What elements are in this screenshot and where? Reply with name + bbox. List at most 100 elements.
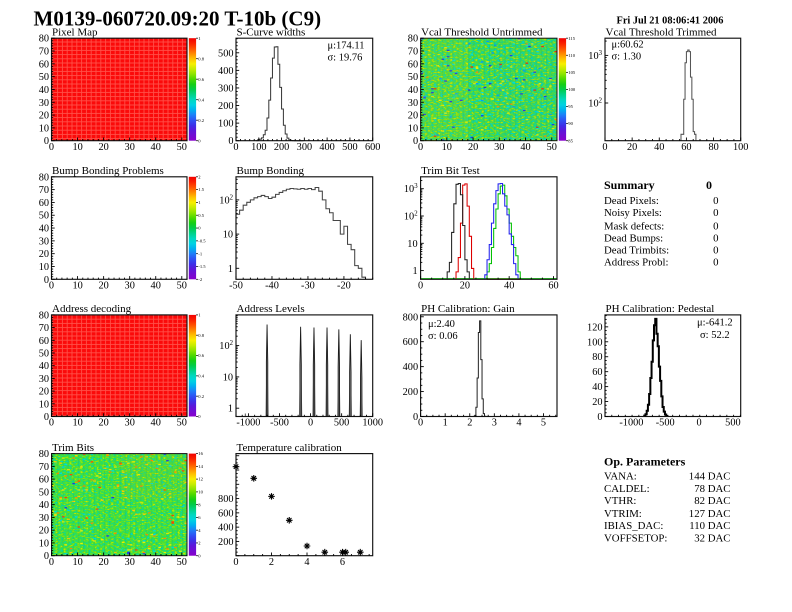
svg-text:σ: 52.2: σ: 52.2 bbox=[700, 330, 730, 341]
svg-text:30: 30 bbox=[125, 281, 135, 292]
svg-text:127 DAC: 127 DAC bbox=[689, 508, 731, 520]
svg-text:20: 20 bbox=[39, 526, 49, 537]
svg-text:30: 30 bbox=[39, 374, 49, 385]
svg-text:800: 800 bbox=[218, 494, 233, 505]
svg-text:0: 0 bbox=[198, 414, 201, 419]
svg-text:20: 20 bbox=[39, 249, 49, 260]
svg-text:10: 10 bbox=[407, 239, 417, 250]
svg-text:40: 40 bbox=[151, 142, 161, 153]
svg-text:-1: -1 bbox=[198, 251, 203, 256]
svg-text:50: 50 bbox=[177, 557, 187, 568]
svg-text:30: 30 bbox=[39, 236, 49, 247]
svg-text:1: 1 bbox=[412, 266, 417, 277]
svg-text:78 DAC: 78 DAC bbox=[694, 483, 730, 495]
svg-text:30: 30 bbox=[408, 98, 418, 109]
svg-text:400: 400 bbox=[218, 523, 233, 534]
svg-text:0: 0 bbox=[713, 195, 718, 207]
svg-text:Noisy Pixels:: Noisy Pixels: bbox=[604, 207, 662, 219]
svg-text:10: 10 bbox=[39, 399, 49, 410]
svg-text:μ:-641.2: μ:-641.2 bbox=[697, 318, 733, 329]
svg-text:σ: 0.06: σ: 0.06 bbox=[428, 331, 458, 342]
svg-text:20: 20 bbox=[98, 418, 108, 429]
svg-text:400: 400 bbox=[218, 66, 233, 77]
svg-text:80: 80 bbox=[39, 172, 49, 183]
svg-text:2: 2 bbox=[198, 174, 201, 179]
svg-text:Address Levels: Address Levels bbox=[237, 303, 305, 315]
svg-text:60: 60 bbox=[39, 475, 49, 486]
svg-text:60: 60 bbox=[408, 59, 418, 70]
svg-text:2: 2 bbox=[198, 541, 201, 546]
svg-text:300: 300 bbox=[218, 84, 233, 95]
svg-text:20: 20 bbox=[39, 111, 49, 122]
svg-text:80: 80 bbox=[408, 34, 418, 45]
svg-text:0: 0 bbox=[233, 557, 238, 568]
svg-text:40: 40 bbox=[151, 418, 161, 429]
svg-text:40: 40 bbox=[39, 224, 49, 235]
svg-text:200: 200 bbox=[403, 387, 418, 398]
svg-text:100: 100 bbox=[218, 119, 233, 130]
svg-text:600: 600 bbox=[365, 142, 380, 153]
svg-text:0.6: 0.6 bbox=[198, 353, 204, 358]
svg-text:0: 0 bbox=[713, 233, 718, 245]
svg-text:-2: -2 bbox=[198, 277, 203, 282]
svg-text:10: 10 bbox=[39, 123, 49, 134]
svg-text:30: 30 bbox=[39, 513, 49, 524]
svg-text:120: 120 bbox=[587, 322, 602, 333]
svg-text:50: 50 bbox=[39, 349, 49, 360]
svg-text:70: 70 bbox=[39, 185, 49, 196]
svg-text:80: 80 bbox=[592, 352, 602, 363]
svg-text:0: 0 bbox=[597, 412, 602, 423]
svg-text:0: 0 bbox=[198, 138, 201, 143]
svg-text:10: 10 bbox=[223, 230, 233, 241]
svg-text:60: 60 bbox=[39, 59, 49, 70]
svg-text:0.8: 0.8 bbox=[198, 333, 204, 338]
svg-text:50: 50 bbox=[39, 72, 49, 83]
svg-text:8: 8 bbox=[198, 502, 201, 507]
svg-text:σ: 19.76: σ: 19.76 bbox=[328, 53, 363, 64]
svg-text:0.8: 0.8 bbox=[198, 56, 204, 61]
svg-text:80: 80 bbox=[39, 310, 49, 321]
svg-text:70: 70 bbox=[39, 462, 49, 473]
svg-text:95: 95 bbox=[568, 104, 573, 109]
svg-text:Trim Bit Test: Trim Bit Test bbox=[421, 165, 480, 177]
svg-text:300: 300 bbox=[297, 142, 312, 153]
svg-text:50: 50 bbox=[408, 72, 418, 83]
svg-text:0: 0 bbox=[44, 136, 49, 147]
svg-text:200: 200 bbox=[218, 101, 233, 112]
svg-text:40: 40 bbox=[151, 557, 161, 568]
svg-text:14: 14 bbox=[198, 464, 203, 469]
svg-text:20: 20 bbox=[460, 281, 470, 292]
svg-text:-0.5: -0.5 bbox=[198, 239, 206, 244]
svg-text:2: 2 bbox=[467, 418, 472, 429]
svg-text:200: 200 bbox=[274, 142, 289, 153]
svg-text:40: 40 bbox=[39, 85, 49, 96]
svg-text:0: 0 bbox=[44, 412, 49, 423]
svg-text:Op. Parameters: Op. Parameters bbox=[604, 455, 686, 469]
svg-text:30: 30 bbox=[39, 98, 49, 109]
svg-text:70: 70 bbox=[39, 47, 49, 58]
svg-text:500: 500 bbox=[218, 48, 233, 59]
svg-text:σ: 1.30: σ: 1.30 bbox=[612, 52, 642, 63]
svg-text:0: 0 bbox=[49, 557, 54, 568]
svg-text:Bump Bonding: Bump Bonding bbox=[237, 165, 305, 177]
svg-text:μ:2.40: μ:2.40 bbox=[428, 319, 455, 330]
svg-text:80: 80 bbox=[708, 142, 718, 153]
svg-text:1: 1 bbox=[228, 404, 233, 415]
svg-text:12: 12 bbox=[198, 477, 203, 482]
svg-text:80: 80 bbox=[39, 449, 49, 460]
svg-text:60: 60 bbox=[39, 336, 49, 347]
svg-text:40: 40 bbox=[504, 281, 514, 292]
svg-text:800: 800 bbox=[403, 312, 418, 323]
svg-text:10: 10 bbox=[39, 262, 49, 273]
svg-text:IBIAS_DAC:: IBIAS_DAC: bbox=[604, 520, 663, 532]
svg-text:110 DAC: 110 DAC bbox=[689, 520, 730, 532]
svg-text:0.4: 0.4 bbox=[198, 97, 204, 102]
svg-text:20: 20 bbox=[39, 387, 49, 398]
svg-text:1: 1 bbox=[228, 264, 233, 275]
svg-text:50: 50 bbox=[177, 418, 187, 429]
svg-text:Summary: Summary bbox=[604, 178, 655, 192]
svg-text:50: 50 bbox=[39, 211, 49, 222]
svg-text:105: 105 bbox=[568, 70, 576, 75]
svg-text:10: 10 bbox=[39, 538, 49, 549]
svg-text:85: 85 bbox=[568, 138, 573, 143]
